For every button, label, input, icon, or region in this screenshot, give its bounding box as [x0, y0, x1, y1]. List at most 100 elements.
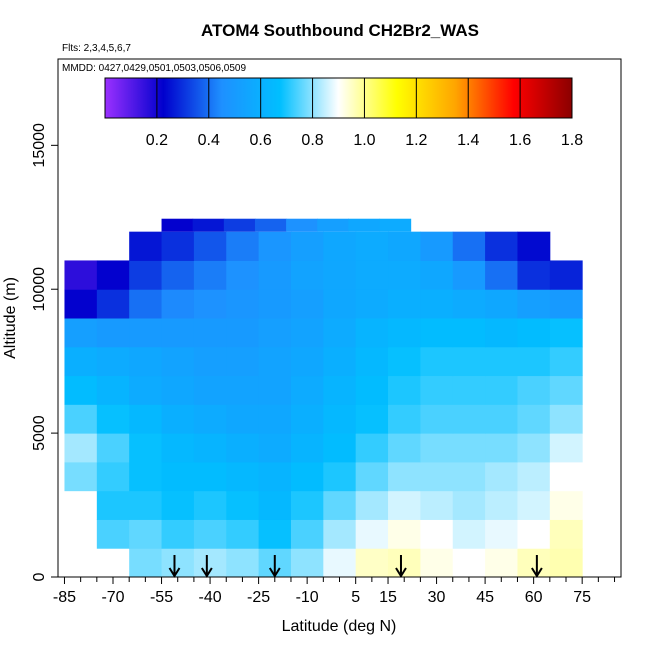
- heatmap-cell: [161, 490, 195, 520]
- heatmap-cell: [161, 218, 194, 232]
- heatmap-cell: [452, 260, 486, 290]
- heatmap-cell: [193, 519, 227, 549]
- heatmap-cell: [388, 375, 421, 405]
- heatmap-cell: [226, 289, 260, 319]
- colorbar-tick-label: 0.8: [301, 132, 323, 149]
- heatmap-cell: [549, 260, 583, 290]
- heatmap-cell: [517, 519, 551, 549]
- heatmap-cell: [258, 260, 292, 290]
- heatmap-cell: [549, 490, 583, 520]
- heatmap-cell: [193, 318, 227, 348]
- x-tick-label: 75: [573, 589, 591, 606]
- heatmap-cell: [96, 318, 130, 348]
- heatmap-cell: [420, 404, 454, 434]
- heatmap-cell: [549, 433, 583, 463]
- y-tick-label: 5000: [31, 415, 48, 451]
- heatmap-cell: [420, 461, 454, 492]
- heatmap-cell: [223, 218, 256, 232]
- heatmap-cell: [452, 404, 486, 434]
- heatmap-cell: [485, 433, 518, 463]
- heatmap-cell: [485, 519, 518, 549]
- heatmap-cell: [96, 490, 130, 520]
- heatmap-cell: [355, 461, 389, 492]
- colorbar: 0.2 0.4 0.6 0.8 1.0 1.2 1.4 1.6 1.8: [104, 77, 583, 149]
- heatmap-cell: [129, 461, 163, 492]
- heatmap-cell: [161, 318, 195, 348]
- heatmap-cell: [485, 260, 518, 290]
- heatmap-cell: [355, 318, 389, 348]
- heatmap-cell: [420, 519, 454, 549]
- heatmap-cell: [420, 375, 454, 405]
- heatmap-cell: [323, 490, 357, 520]
- heatmap-cell: [161, 289, 195, 319]
- heatmap-cell: [129, 548, 163, 577]
- heatmap-cell: [161, 461, 195, 492]
- heatmap-cell: [549, 289, 583, 319]
- x-tick-label: 5: [351, 589, 360, 606]
- heatmap-cell: [388, 231, 421, 261]
- heatmap-cell: [226, 548, 260, 577]
- heatmap-cell: [485, 548, 518, 577]
- heatmap-cell: [549, 404, 583, 434]
- heatmap-cell: [192, 218, 225, 232]
- y-axis: 0 5000 10000 15000: [31, 123, 58, 581]
- heatmap-cell: [379, 218, 412, 232]
- heatmap-cell: [323, 519, 357, 549]
- heatmap-cell: [355, 433, 389, 463]
- heatmap-cell: [549, 519, 583, 549]
- heatmap-cell: [258, 433, 292, 463]
- colorbar-ticks: 0.2 0.4 0.6 0.8 1.0 1.2 1.4 1.6 1.8: [146, 78, 583, 149]
- profile-arrow: [268, 555, 281, 578]
- x-tick-label: 45: [476, 589, 494, 606]
- profile-arrow: [200, 555, 213, 578]
- heatmap-cell: [290, 461, 324, 492]
- heatmap-cell: [258, 490, 292, 520]
- colorbar-tick-label: 1.2: [405, 132, 427, 149]
- dates-annotation: MMDD: 0427,0429,0501,0503,0506,0509: [62, 63, 246, 74]
- heatmap-cell: [290, 289, 324, 319]
- heatmap-cell: [258, 461, 292, 492]
- heatmap-cell: [226, 260, 260, 290]
- heatmap-cell: [96, 260, 130, 290]
- heatmap-cell: [452, 318, 486, 348]
- heatmap-cell: [388, 519, 421, 549]
- heatmap-cell: [355, 548, 389, 577]
- heatmap-cell: [549, 375, 583, 405]
- x-tick-label: -70: [101, 589, 124, 606]
- heatmap-cell: [290, 490, 324, 520]
- heatmap-cell: [348, 218, 381, 232]
- heatmap-cell: [193, 490, 227, 520]
- heatmap-cell: [226, 404, 260, 434]
- heatmap-cell: [317, 218, 349, 232]
- heatmap-cell: [517, 404, 551, 434]
- heatmap-cell: [193, 289, 227, 319]
- y-tick-label: 10000: [31, 267, 48, 312]
- heatmap-cell: [485, 231, 518, 261]
- heatmap-cell: [226, 490, 260, 520]
- heatmap-cell: [388, 346, 421, 377]
- heatmap-cell: [549, 548, 583, 577]
- heatmap-cell: [226, 375, 260, 405]
- heatmap-cell: [549, 461, 583, 492]
- x-tick-label: -85: [53, 589, 76, 606]
- heatmap-cell: [452, 461, 486, 492]
- heatmap-cell: [420, 433, 454, 463]
- y-tick-label: 15000: [31, 123, 48, 168]
- y-tick-label: 0: [31, 572, 48, 581]
- heatmap-cell: [323, 318, 357, 348]
- heatmap-cell: [517, 346, 551, 377]
- heatmap-cell: [129, 289, 163, 319]
- heatmap-cell: [258, 519, 292, 549]
- heatmap-cell: [193, 231, 227, 261]
- colorbar-tick-label: 1.6: [509, 132, 531, 149]
- heatmap-cell: [355, 289, 389, 319]
- heatmap-cell: [323, 346, 357, 377]
- heatmap-cell: [161, 260, 195, 290]
- heatmap-cell: [161, 375, 195, 405]
- heatmap-cell: [388, 433, 421, 463]
- heatmap-cell: [258, 404, 292, 434]
- heatmap-cell: [549, 318, 583, 348]
- x-tick-label: -25: [247, 589, 270, 606]
- heatmap-cell: [420, 346, 454, 377]
